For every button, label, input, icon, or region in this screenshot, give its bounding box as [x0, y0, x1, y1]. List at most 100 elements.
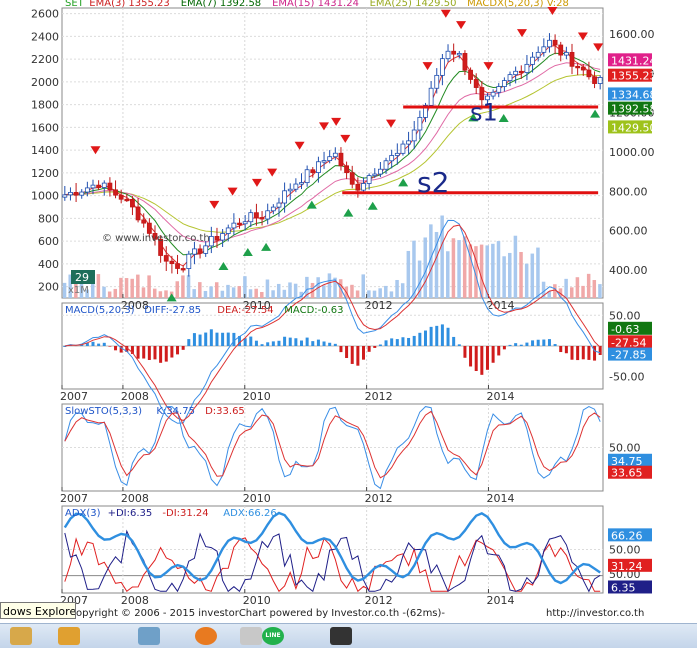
candle-body	[305, 170, 309, 183]
volume-bar	[373, 291, 377, 298]
volume-bar	[407, 251, 411, 298]
macd-histogram-bar	[531, 340, 534, 346]
price-badge-0: 1431.24	[611, 54, 657, 67]
candle-body	[226, 228, 230, 234]
macd-histogram-bar	[486, 346, 489, 370]
volume-bar	[457, 240, 461, 298]
y-tick-label-left: 600	[38, 235, 59, 248]
candle-body	[215, 236, 219, 240]
candle-body	[243, 222, 247, 224]
volume-bar	[570, 287, 574, 298]
candle-body	[260, 217, 264, 219]
macd-histogram-bar	[328, 343, 331, 346]
macd-histogram-bar	[148, 346, 151, 360]
candle-body	[300, 183, 304, 185]
candle-body	[474, 79, 478, 87]
macd-histogram-bar	[401, 337, 404, 346]
price-badge-3: 1392.58	[611, 103, 657, 116]
volume-bar	[294, 284, 298, 298]
macd-histogram-bar	[379, 345, 382, 346]
volume-bar	[514, 236, 518, 298]
camera-icon[interactable]	[330, 627, 352, 645]
volume-bar	[130, 279, 134, 298]
macd-histogram-bar	[165, 346, 168, 362]
volume-bar	[249, 289, 253, 298]
candle-body	[91, 185, 95, 188]
volume-bar	[361, 274, 365, 298]
candle-body	[525, 64, 529, 72]
macd-histogram-bar	[199, 335, 202, 346]
macd-histogram-bar	[565, 346, 568, 353]
y-tick-label-left: 2000	[31, 76, 59, 89]
candle-body	[401, 144, 405, 153]
volume-label: 29	[75, 271, 89, 284]
candle-body	[564, 52, 568, 55]
volume-bar	[125, 278, 128, 298]
legend-item: SlowSTO(5,3,3)	[65, 406, 142, 417]
candle-body	[333, 153, 337, 156]
candle-body	[452, 51, 456, 54]
macd-histogram-bar	[215, 333, 218, 346]
candle-body	[102, 183, 106, 187]
volume-bar	[593, 280, 597, 298]
candle-body	[288, 189, 292, 191]
macd-histogram-bar	[255, 341, 258, 346]
candle-body	[277, 203, 281, 207]
volume-bar	[497, 241, 501, 298]
footer-url[interactable]: http://investor.co.th	[546, 608, 644, 619]
macd-histogram-bar	[272, 341, 275, 346]
macd-histogram-bar	[447, 328, 450, 346]
folder-icon[interactable]	[10, 627, 32, 645]
media-icon[interactable]	[58, 627, 80, 645]
macd-histogram-bar	[170, 346, 173, 358]
candle-body	[553, 40, 557, 45]
x-tick-label: 2007	[60, 390, 88, 403]
legend-item: MACDX(5,20,3) V:28	[467, 0, 569, 9]
volume-bar	[277, 284, 281, 298]
y-tick-label-right: 50.00	[609, 544, 641, 557]
volume-bar	[238, 286, 242, 298]
macd-histogram-bar	[356, 346, 359, 366]
x-tick-label: 2012	[365, 390, 393, 403]
macd-histogram-bar	[509, 345, 512, 346]
candle-body	[164, 255, 168, 261]
macd-histogram-bar	[587, 346, 590, 360]
macd-histogram-bar	[514, 343, 517, 346]
volume-bar	[536, 248, 540, 298]
candle-body	[559, 45, 563, 55]
legend-item: +DI:6.35	[108, 508, 153, 519]
y-tick-label-right: 50.00	[609, 309, 641, 322]
macd-histogram-bar	[187, 339, 190, 346]
candle-body	[311, 170, 315, 173]
x-tick-label: 2014	[486, 390, 514, 403]
y-tick-label-left: 800	[38, 212, 59, 225]
macd-histogram-bar	[492, 346, 495, 363]
candle-body	[266, 211, 270, 219]
volume-unit-label: x1M	[68, 285, 89, 296]
candle-body	[542, 47, 546, 53]
candle-body	[238, 223, 242, 225]
macd-histogram-bar	[317, 340, 320, 346]
candle-body	[328, 157, 332, 161]
candle-body	[294, 184, 298, 189]
firefox-icon[interactable]	[195, 627, 217, 645]
candle-body	[531, 57, 535, 64]
y-tick-label-left: 1200	[31, 167, 59, 180]
volume-bar	[232, 287, 236, 298]
macd-histogram-bar	[548, 339, 551, 346]
photos-icon[interactable]	[138, 627, 160, 645]
x-tick-label: 2010	[243, 390, 271, 403]
blank-icon[interactable]	[240, 627, 262, 645]
line-app-icon[interactable]: LINE	[262, 627, 284, 645]
macd-histogram-bar	[362, 346, 365, 360]
candle-body	[412, 130, 416, 141]
volume-bar	[395, 280, 399, 298]
candle-body	[491, 92, 495, 96]
candle-body	[209, 236, 213, 245]
volume-bar	[463, 236, 467, 298]
taskbar-tooltip: dows Explorer	[0, 602, 76, 619]
macd-histogram-bar	[176, 346, 179, 354]
candle-body	[181, 268, 185, 270]
x-tick-label: 2008	[121, 594, 149, 607]
macd-histogram-bar	[554, 344, 557, 346]
